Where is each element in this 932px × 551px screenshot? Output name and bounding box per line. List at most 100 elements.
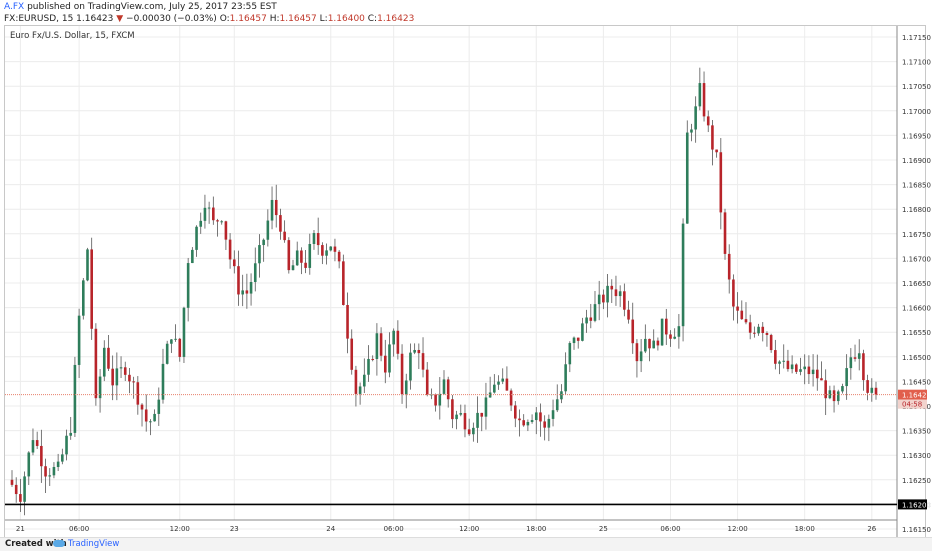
candle-body (375, 333, 379, 360)
candle-body (48, 475, 52, 477)
candle-body (618, 291, 622, 297)
candle-body (199, 220, 203, 227)
candle-body (484, 397, 488, 417)
candle-body (820, 378, 823, 381)
candle-body (295, 250, 299, 266)
candle-body (253, 263, 257, 282)
time-tick-label: 06:00 (660, 525, 680, 533)
candle-body (291, 265, 295, 271)
candle-body (31, 440, 35, 453)
candle-body (216, 220, 219, 222)
candle-body (610, 285, 614, 290)
candle-body (346, 304, 349, 339)
candle-body (228, 239, 232, 260)
low-value: 1.16400 (327, 14, 365, 24)
candle-body (94, 328, 98, 399)
candle-body (161, 363, 165, 400)
candle-body (505, 378, 509, 391)
price-tick-label: 1.16650 (902, 280, 931, 288)
candle-body (576, 337, 580, 341)
candle-body (367, 358, 370, 375)
candle-body (694, 106, 697, 130)
candle-body (803, 366, 806, 370)
candle-body (736, 306, 739, 311)
candle-body (727, 253, 731, 280)
candle-body (14, 484, 18, 495)
time-tick-label: 12:00 (727, 525, 747, 533)
candle-body (358, 386, 362, 394)
candle-body (690, 129, 693, 133)
candle-body (765, 333, 769, 335)
candle-body (597, 294, 601, 305)
candle-body (560, 391, 563, 400)
candle-body (702, 83, 706, 117)
candle-body (769, 334, 773, 351)
candle-body (10, 479, 14, 485)
candle-body (732, 279, 735, 307)
candle-body (593, 304, 597, 321)
candle-body (321, 245, 324, 256)
candle-body (534, 412, 538, 421)
candle-body (270, 199, 274, 221)
candle-body (455, 414, 458, 420)
candle-body (581, 323, 584, 341)
candle-body (438, 393, 442, 406)
candle-body (119, 367, 123, 369)
candle-body (279, 215, 282, 232)
price-tick-label: 1.17000 (902, 108, 931, 116)
price-tick-label: 1.16900 (902, 157, 931, 165)
candle-body (723, 212, 727, 254)
candle-body (472, 427, 475, 435)
candle-body (170, 339, 173, 344)
candle-body (40, 445, 43, 467)
created-with-text: Created with (5, 539, 67, 549)
candle-body (606, 285, 609, 303)
candle-body (488, 392, 492, 398)
candle-body (807, 366, 811, 375)
candle-body (383, 355, 387, 373)
candle-body (572, 337, 576, 344)
candle-body (191, 249, 194, 264)
candle-body (539, 412, 542, 422)
tradingview-link[interactable]: TradingView (68, 539, 120, 549)
candle-body (568, 343, 572, 365)
candle-body (182, 307, 186, 357)
candle-body (132, 381, 135, 383)
candle-body (786, 360, 790, 370)
price-tick-label: 1.16800 (902, 206, 931, 214)
candle-body (627, 309, 630, 320)
candle-body (459, 413, 463, 415)
candle-body (128, 374, 131, 382)
candle-body (853, 357, 857, 359)
candle-body (123, 367, 127, 375)
candle-body (207, 207, 211, 209)
time-tick-label: 06:00 (384, 525, 404, 533)
candle-body (19, 494, 22, 502)
candle-body (799, 369, 802, 372)
author-link[interactable]: A.FX (4, 2, 25, 12)
candle-body (82, 280, 85, 316)
candle-body (631, 319, 635, 344)
candle-body (224, 221, 228, 240)
candle-body (44, 466, 47, 477)
candle-body (497, 381, 500, 385)
candle-body (379, 333, 383, 356)
candle-body (241, 290, 244, 295)
price-tick-label: 1.17150 (902, 34, 931, 42)
candle-body (744, 319, 748, 323)
price-tick-label: 1.16300 (902, 452, 931, 460)
symbol-line: FX:EURUSD, 15 1.16423 ▼ −0.00030 (−0.03%… (4, 14, 414, 24)
candle-body (849, 357, 853, 369)
candle-body (761, 326, 765, 334)
candle-body (337, 251, 341, 262)
time-tick-label: 12:00 (170, 525, 190, 533)
candle-body (350, 338, 354, 370)
candle-body (73, 364, 77, 433)
candle-body (77, 315, 81, 365)
candle-body (178, 338, 182, 357)
candle-body (644, 338, 647, 352)
candle-body (157, 399, 161, 414)
candle-body (857, 353, 861, 359)
candle-body (719, 152, 723, 213)
